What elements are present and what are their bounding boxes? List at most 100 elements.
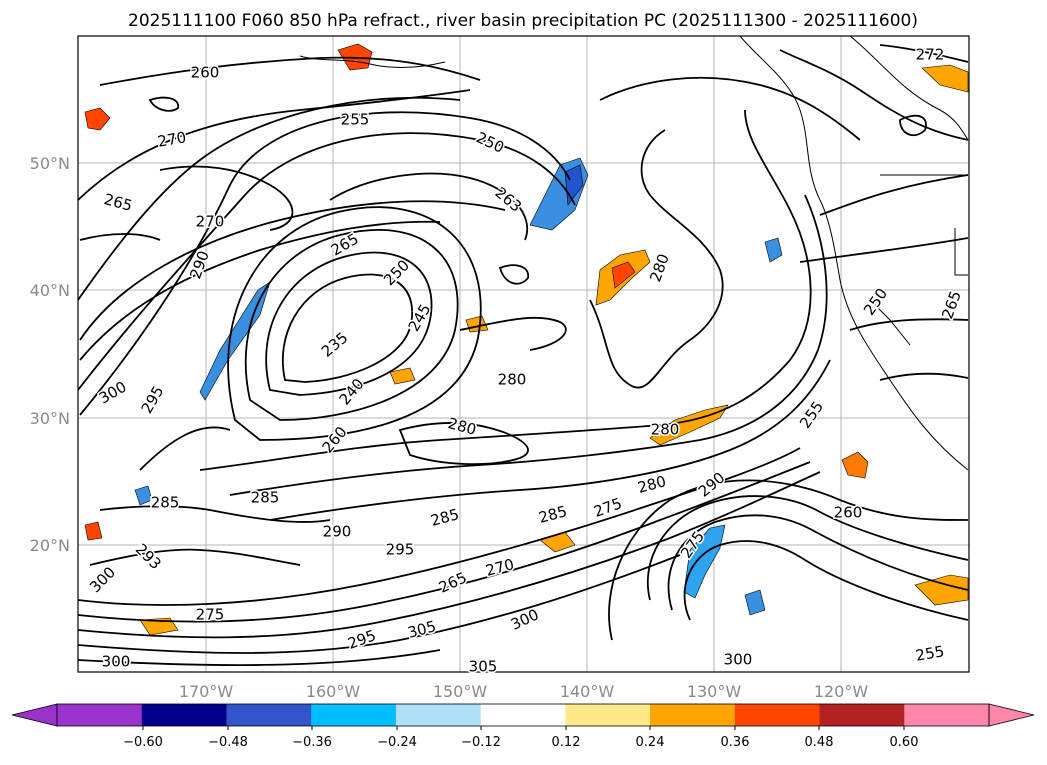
lon-label: 150°W [433,682,488,701]
contour-line [244,229,459,421]
lon-label: 120°W [814,682,869,701]
positive-anomaly-core [611,261,636,289]
colorbar-cell [734,704,821,726]
precip-pc-shading [84,43,969,636]
contour-value-label: 275 [196,606,225,624]
lat-label: 20°N [30,536,70,555]
map-frame [77,35,970,673]
negative-anomaly-patch [764,237,783,263]
colorbar: −0.60 −0.48 −0.36 −0.24 −0.12 0.12 0.24 0.36 0.4… [11,703,1035,750]
colorbar-ticks: −0.60 −0.48 −0.36 −0.24 −0.12 0.12 0.24 0.36 0.4… [123,726,918,750]
contour-line [799,237,969,263]
contour-value-label: 272 [916,46,945,64]
contour-line [269,359,831,521]
map-title: 2025111100 F060 850 hPa refract., river … [128,11,918,31]
lon-label: 160°W [306,682,361,701]
map-panel [77,35,970,673]
positive-anomaly-patch [841,451,869,479]
contour-line [667,514,969,611]
contour-line [79,111,571,416]
colorbar-tick-label: −0.36 [292,735,332,750]
contour-line [78,649,441,667]
contour-line [78,461,811,623]
colorbar-cells [11,703,1035,727]
contour-line [498,264,529,285]
contour-line [329,172,529,241]
contour-line [281,273,414,383]
colorbar-cell [819,704,905,726]
contour-value-label: 280 [498,371,527,389]
colorbar-cell [57,704,143,726]
contour-value-label: 255 [341,111,370,129]
graticule [78,36,969,672]
contour-line [227,206,482,441]
contour-line [646,495,969,601]
lat-label: 30°N [30,409,70,428]
contour-line [89,548,301,566]
colorbar-tick-label: 0.36 [721,735,750,750]
negative-anomaly-patch [744,589,766,616]
colorbar-cell [650,704,736,726]
colorbar-tick-label: 0.60 [890,735,919,750]
contour-line [879,44,969,63]
coastline [739,36,969,471]
coastline [299,55,446,69]
contour-line [599,76,861,141]
positive-anomaly-patch [139,617,179,636]
contour-line [229,194,828,496]
contour-line [265,251,433,396]
contour-line [159,165,294,231]
coastline [849,36,969,141]
lon-label: 140°W [560,682,615,701]
colorbar-frame [56,703,990,727]
longitude-labels: 170°W 160°W 150°W 140°W 130°W 120°W [179,682,869,701]
contour-value-label: 305 [469,658,498,676]
latitude-labels: 50°N 40°N 30°N 20°N [30,154,70,555]
contour-line [78,447,801,606]
contour-value-label: 300 [102,653,131,671]
positive-anomaly-patch [84,521,103,541]
positive-anomaly-patch [389,367,416,385]
contour-line [99,56,481,86]
contour-line [608,479,969,641]
colorbar-cell [395,704,482,726]
contour-line [99,505,331,523]
contour-line [589,129,724,389]
negative-anomaly-patch [199,281,271,401]
border-line [869,299,911,346]
contour-value-label: 300 [724,651,753,669]
contour-value-label: 270 [196,213,225,231]
colorbar-tick-label: −0.12 [461,735,501,750]
contour-line [819,174,969,216]
contour-line [78,554,681,654]
colorbar-extend-max [988,703,1035,727]
contour-line [683,540,969,621]
coastlines [299,36,969,471]
colorbar-tick-label: −0.48 [208,735,248,750]
contour-value-label: 260 [834,504,863,522]
colorbar-tick-label: 0.48 [805,735,834,750]
colorbar-tick-label: 0.24 [636,735,665,750]
contour-line [78,132,576,391]
colorbar-cell [141,704,227,726]
colorbar-cell [480,704,566,726]
contour-line [78,96,461,301]
contour-line [79,200,506,341]
refractivity-contours [78,44,969,667]
lat-label: 50°N [30,154,70,173]
contour-line [79,233,161,241]
negative-anomaly-patch [683,524,726,599]
colorbar-tick-label: 0.12 [552,735,581,750]
contour-line [459,316,567,351]
contour-value-label: 295 [386,541,415,559]
positive-anomaly-patch [84,107,111,131]
positive-anomaly-patch [921,64,969,93]
contour-value-label: 285 [251,489,280,507]
lon-label: 130°W [687,682,742,701]
contour-line [78,89,471,201]
contour-line [199,109,812,471]
colorbar-extend-min [11,703,58,727]
lon-label: 170°W [179,682,234,701]
contour-line [148,96,179,112]
